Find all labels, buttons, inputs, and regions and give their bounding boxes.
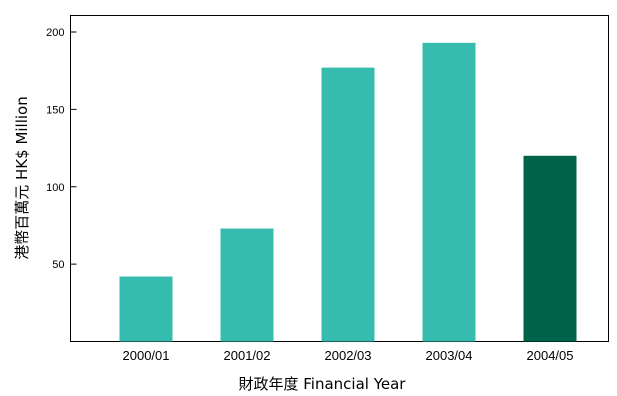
bars — [119, 42, 577, 342]
y-tick-label: 100 — [46, 182, 64, 194]
bar-2000-01 — [119, 276, 173, 342]
y-axis-ticks: 50 100 150 200 — [46, 27, 77, 271]
bar-2004-05 — [523, 155, 577, 342]
x-axis-title: 財政年度 Financial Year — [239, 375, 407, 393]
x-tick-label: 2001/02 — [224, 348, 271, 363]
x-tick-label: 2002/03 — [325, 348, 372, 363]
x-tick-label: 2000/01 — [123, 348, 170, 363]
bar-2001-02 — [220, 228, 274, 342]
x-tick-label: 2003/04 — [426, 348, 473, 363]
y-axis-title: 港幣百萬元 HK$ Million — [13, 96, 31, 260]
bar-2003-04 — [422, 42, 476, 342]
y-tick-label: 200 — [46, 27, 64, 39]
x-axis-tick-labels: 2000/01 2001/02 2002/03 2003/04 2004/05 — [123, 348, 574, 363]
bar-2002-03 — [321, 67, 375, 342]
y-tick-label: 150 — [46, 104, 64, 116]
y-tick-label: 50 — [52, 259, 64, 271]
x-tick-label: 2004/05 — [527, 348, 574, 363]
